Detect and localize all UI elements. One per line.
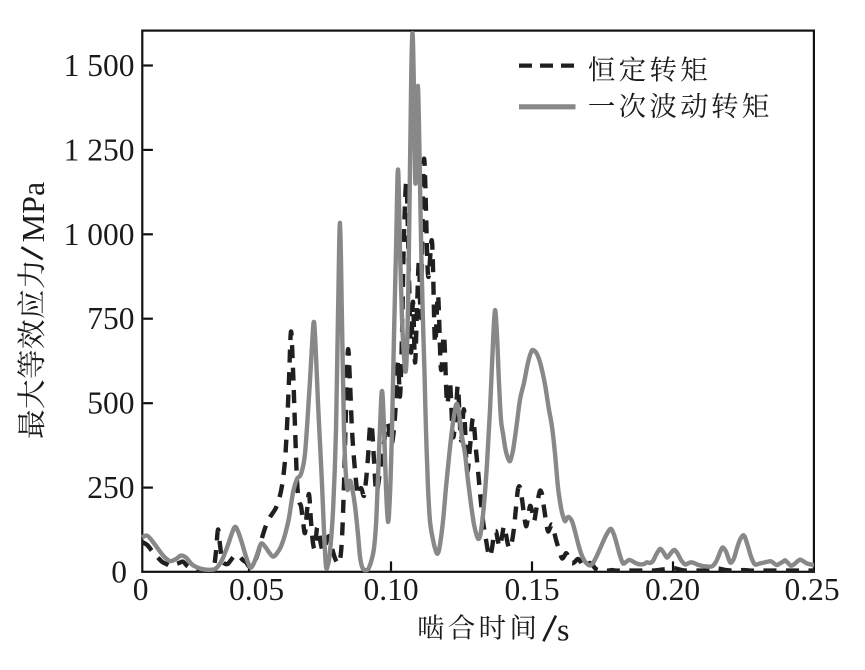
svg-text:500: 500	[87, 386, 134, 421]
svg-text:s: s	[557, 612, 569, 648]
svg-text:0.20: 0.20	[645, 572, 700, 607]
svg-text:0.25: 0.25	[784, 572, 839, 607]
svg-text:1 000: 1 000	[64, 217, 135, 252]
svg-text:0: 0	[133, 572, 149, 607]
svg-text:0.15: 0.15	[504, 572, 559, 607]
svg-text:MPa: MPa	[15, 182, 51, 242]
svg-text:750: 750	[87, 301, 134, 336]
svg-text:0.10: 0.10	[363, 572, 418, 607]
svg-text:250: 250	[87, 470, 134, 505]
svg-text:1 250: 1 250	[64, 132, 135, 167]
svg-text:0: 0	[111, 555, 127, 590]
svg-text:0.05: 0.05	[229, 572, 284, 607]
svg-text:1 500: 1 500	[64, 48, 135, 83]
